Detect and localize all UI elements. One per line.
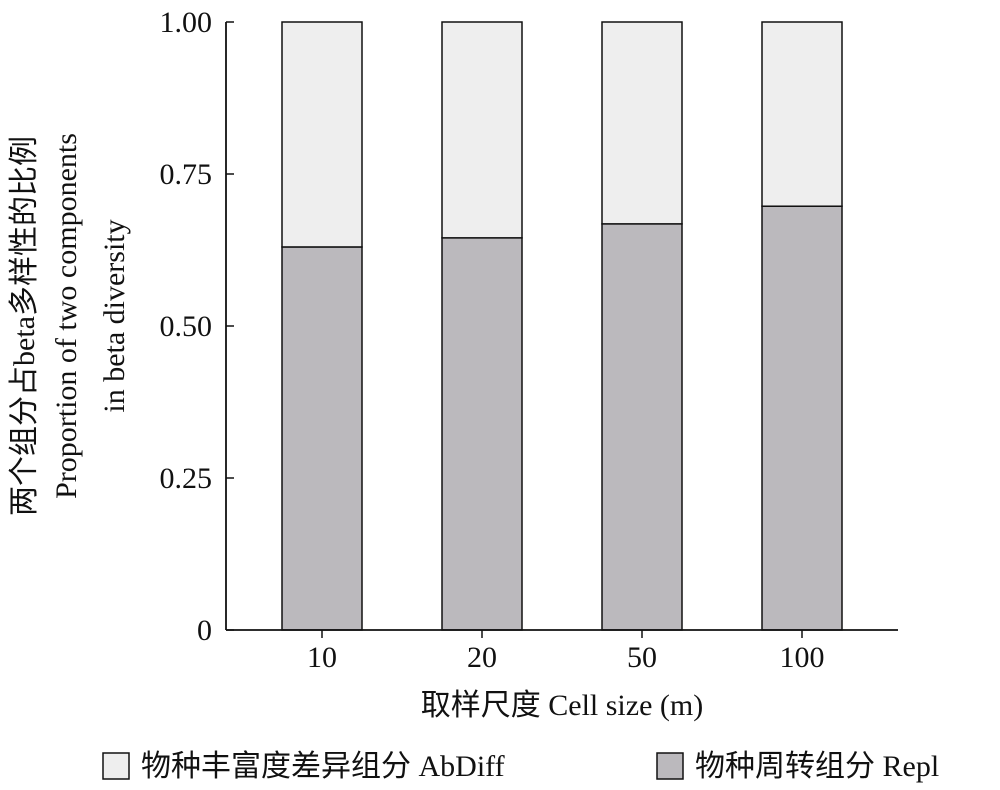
legend-swatch-abdiff bbox=[102, 752, 130, 780]
bar-50-series-1 bbox=[601, 21, 683, 225]
bar-100-series-0 bbox=[761, 205, 843, 631]
y-tick-label: 0.50 bbox=[160, 310, 213, 343]
bars-layer bbox=[281, 21, 843, 631]
y-tick-label: 0.25 bbox=[160, 462, 213, 495]
y-ticks-layer: 0 0.25 0.50 0.75 1.00 bbox=[160, 6, 234, 647]
x-tick-label: 50 bbox=[627, 641, 657, 674]
x-axis-title: 取样尺度 Cell size (m) bbox=[421, 689, 703, 722]
y-tick-label: 0 bbox=[197, 614, 212, 647]
bar-10-series-1 bbox=[281, 21, 363, 248]
legend-swatch-repl bbox=[656, 752, 684, 780]
legend-label-abdiff: 物种丰富度差异组分 AbDiff bbox=[141, 750, 505, 783]
x-ticks-layer: 10 20 50 100 bbox=[307, 630, 825, 674]
bar-100-series-1 bbox=[761, 21, 843, 207]
x-tick-label: 10 bbox=[307, 641, 337, 674]
y-axis-title-line1: 两个组分占beta多样性的比例 bbox=[8, 136, 41, 516]
y-axis-title-line2: Proportion of two components bbox=[50, 133, 83, 499]
y-axis-title-line3: in beta diversity bbox=[98, 219, 131, 412]
bar-20-series-0 bbox=[441, 237, 523, 631]
y-tick-label: 1.00 bbox=[160, 6, 213, 39]
bar-20-series-1 bbox=[441, 21, 523, 239]
x-tick-label: 100 bbox=[780, 641, 825, 674]
bar-10-series-0 bbox=[281, 246, 363, 631]
bar-50-series-0 bbox=[601, 223, 683, 631]
legend-label-repl: 物种周转组分 Repl bbox=[695, 750, 939, 783]
x-tick-label: 20 bbox=[467, 641, 497, 674]
legend: 物种丰富度差异组分 AbDiff 物种周转组分 Repl bbox=[102, 750, 939, 783]
y-tick-label: 0.75 bbox=[160, 158, 213, 191]
